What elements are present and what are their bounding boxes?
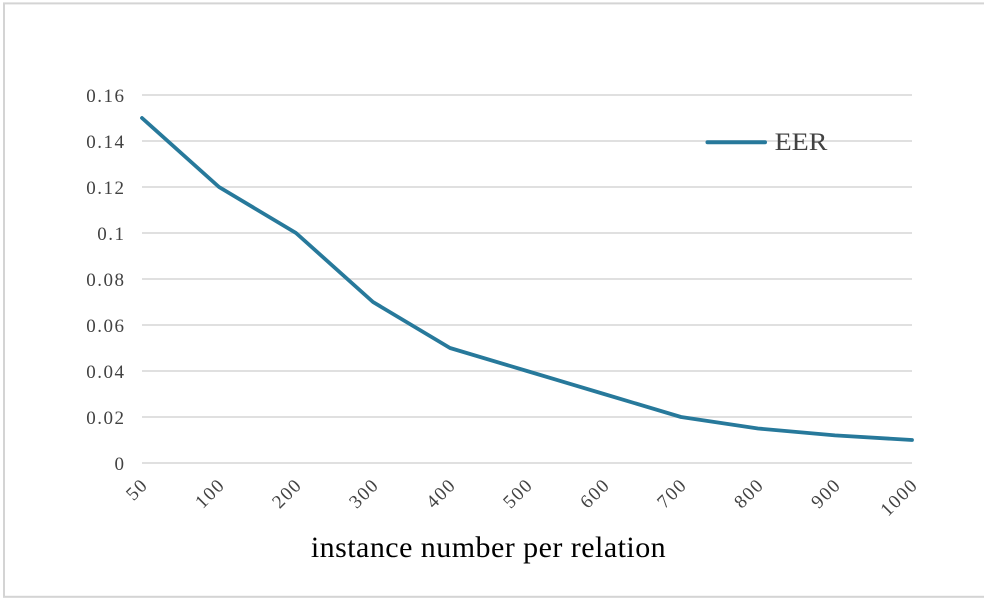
- svg-text:400: 400: [422, 475, 460, 513]
- svg-text:300: 300: [345, 475, 383, 513]
- svg-text:900: 900: [807, 475, 845, 513]
- svg-text:100: 100: [191, 475, 229, 513]
- svg-text:0.08: 0.08: [86, 270, 125, 291]
- svg-text:0.14: 0.14: [86, 132, 125, 153]
- svg-text:instance number per relation: instance number per relation: [311, 531, 666, 564]
- svg-text:EER: EER: [775, 129, 828, 156]
- svg-text:0.06: 0.06: [86, 316, 125, 337]
- svg-text:0.16: 0.16: [86, 86, 125, 107]
- svg-text:0: 0: [115, 454, 126, 475]
- svg-text:0.1: 0.1: [97, 224, 125, 245]
- svg-text:500: 500: [499, 475, 537, 513]
- svg-text:600: 600: [576, 475, 614, 513]
- svg-text:700: 700: [653, 475, 691, 513]
- svg-text:50: 50: [122, 475, 152, 505]
- svg-text:800: 800: [730, 475, 768, 513]
- svg-text:200: 200: [268, 475, 306, 513]
- svg-text:1000: 1000: [877, 475, 923, 521]
- svg-text:0.02: 0.02: [86, 408, 125, 429]
- svg-text:0.12: 0.12: [86, 178, 125, 199]
- svg-text:0.04: 0.04: [86, 362, 125, 383]
